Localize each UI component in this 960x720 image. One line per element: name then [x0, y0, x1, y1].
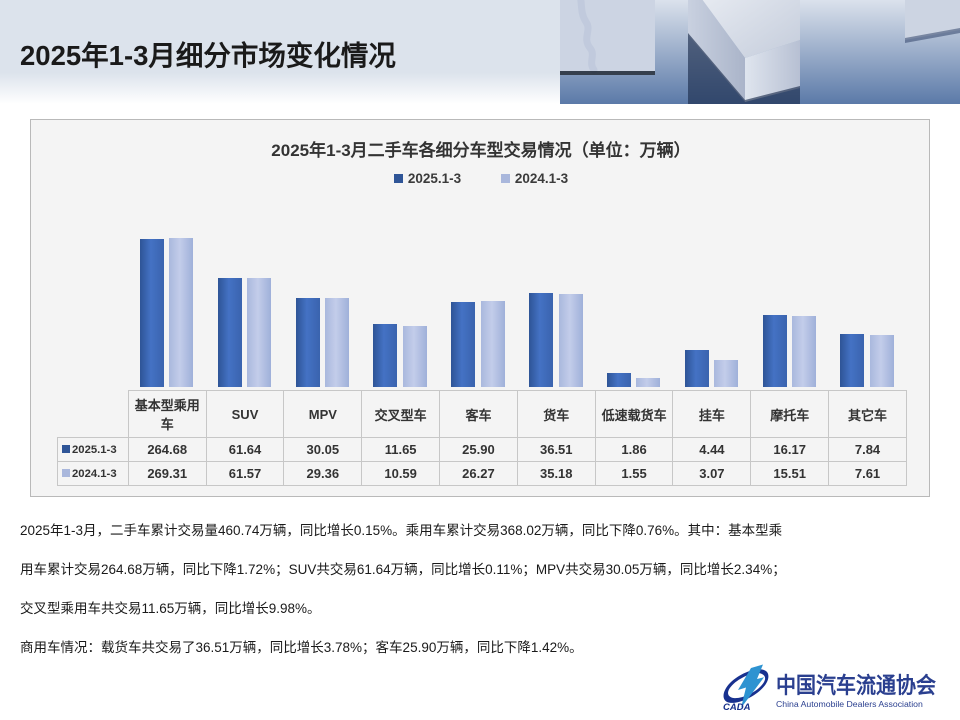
svg-text:中国汽车流通协会: 中国汽车流通协会 [776, 673, 936, 698]
svg-text:CADA: CADA [723, 702, 751, 713]
svg-text:China Automobile Dealers Assoc: China Automobile Dealers Association [776, 699, 923, 709]
